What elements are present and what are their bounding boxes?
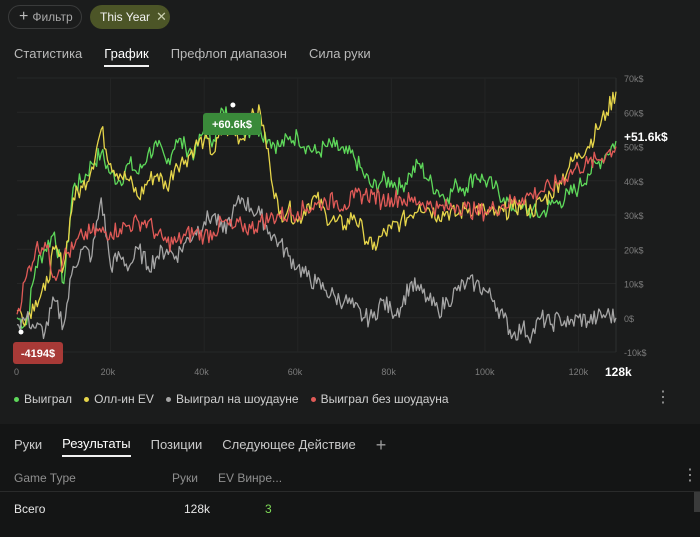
add-tab-plus-icon[interactable]: +: [375, 435, 387, 455]
tab-next-action[interactable]: Следующее Действие: [222, 437, 356, 452]
min-value-badge: [13, 342, 63, 364]
tab-hands[interactable]: Руки: [14, 437, 43, 452]
series-line-3: [16, 195, 617, 344]
column-hands[interactable]: Руки: [172, 471, 198, 485]
tab-hand-strength[interactable]: Сила руки: [308, 46, 371, 61]
x-tick-label: 60k: [288, 367, 303, 377]
close-icon[interactable]: ✕: [156, 9, 167, 24]
legend-dot: [310, 396, 316, 402]
table-header: Game Type Руки EV Винре...: [0, 469, 700, 491]
legend-dot: [84, 396, 90, 402]
scrollbar-thumb[interactable]: [694, 492, 700, 512]
series-line-4: [16, 146, 617, 315]
x-tick-label: 20k: [101, 367, 116, 377]
y-tick-label: -10k$: [624, 348, 647, 358]
tab-positions[interactable]: Позиции: [150, 437, 203, 452]
column-game-type[interactable]: Game Type: [14, 471, 76, 485]
x-tick-label: 120k: [569, 367, 589, 377]
legend-dot: [14, 396, 19, 402]
series-line-2: [16, 91, 617, 327]
plus-icon: +: [19, 8, 29, 25]
y-tick-label: 70k$: [624, 74, 644, 84]
divider: [0, 491, 700, 492]
legend-item-showdown[interactable]: Выиграл на шоудауне: [165, 392, 299, 406]
legend-item-won[interactable]: Выиграл: [14, 392, 72, 406]
cell-ev-winrate: 3: [265, 502, 272, 516]
legend-dot: [165, 396, 171, 402]
max-point-marker: [230, 102, 236, 108]
legend-label: Выиграл на шоудауне: [175, 392, 299, 406]
x-tick-label: 0: [14, 367, 19, 377]
y-tick-label: 0$: [624, 314, 634, 324]
tab-graph[interactable]: График: [104, 46, 149, 67]
cell-hands: 128k: [184, 502, 211, 516]
chart-menu-kebab-icon[interactable]: ⋮: [655, 389, 671, 406]
filter-chip-label: This Year: [100, 10, 151, 24]
add-filter-label: Фильтр: [32, 10, 73, 24]
legend-label: Олл-ин EV: [94, 392, 154, 406]
filter-chip-this-year[interactable]: This Year ✕: [90, 5, 170, 29]
tab-preflop-range[interactable]: Префлоп диапазон: [170, 46, 287, 61]
end-value-label: +51.6k$: [624, 130, 668, 144]
y-tick-label: 40k$: [624, 177, 644, 187]
results-tabs: Руки Результаты Позиции Следующее Действ…: [14, 436, 386, 457]
chart-legend: Выиграл Олл-ин EV Выиграл на шоудауне Вы…: [14, 392, 449, 406]
results-panel: Руки Результаты Позиции Следующее Действ…: [0, 424, 700, 537]
y-tick-label: 20k$: [624, 245, 644, 255]
max-value-label: +60.6k$: [212, 119, 252, 131]
min-point-marker: [18, 329, 24, 335]
tab-results[interactable]: Результаты: [62, 436, 131, 457]
y-tick-label: 60k$: [624, 108, 644, 118]
y-tick-label: 30k$: [624, 211, 644, 221]
table-menu-kebab-icon[interactable]: ⋮: [682, 467, 698, 484]
series-line-1: [16, 106, 617, 330]
results-graph[interactable]: 70k$ 60k$ 50k$ 40k$ 30k$ 20k$ 10k$ 0$ -10k$ 0 20k…: [0, 72, 700, 382]
x-end-label: 128k: [605, 365, 632, 379]
y-tick-label: 10k$: [624, 280, 644, 290]
legend-item-allin-ev[interactable]: Олл-ин EV: [84, 392, 154, 406]
y-tick-label: 50k$: [624, 143, 644, 153]
legend-item-non-showdown[interactable]: Выиграл без шоудауна: [310, 392, 449, 406]
x-tick-label: 40k: [194, 367, 209, 377]
column-ev-winrate[interactable]: EV Винре...: [218, 471, 283, 485]
table-row[interactable]: Всего 128k 3: [0, 496, 700, 520]
tab-statistics[interactable]: Статистика: [14, 46, 83, 61]
add-filter-button[interactable]: + Фильтр: [8, 5, 82, 29]
legend-label: Выиграл: [24, 392, 73, 406]
legend-label: Выиграл без шоудауна: [320, 392, 449, 406]
cell-game-type: Всего: [14, 502, 46, 516]
x-tick-label: 80k: [381, 367, 396, 377]
min-value-label: -4194$: [21, 348, 55, 360]
x-tick-label: 100k: [475, 367, 495, 377]
max-value-badge: [203, 113, 261, 135]
report-tabs: Статистика График Префлоп диапазон Сила …: [14, 46, 393, 67]
